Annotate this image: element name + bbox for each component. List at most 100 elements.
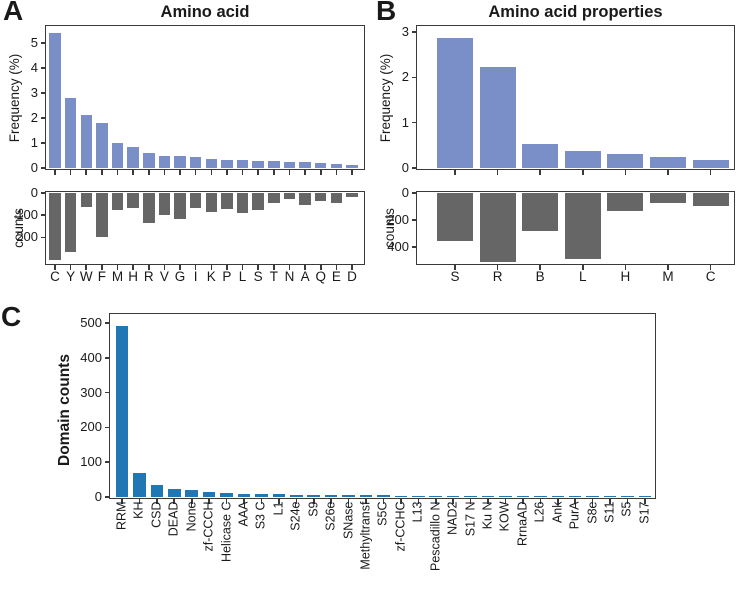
x-tick-M — [667, 264, 669, 270]
y-tick-label-0: 0 — [94, 489, 102, 504]
bar-Q — [314, 162, 327, 168]
x-tick-A — [304, 264, 306, 270]
xtick-label-Ku N: Ku N — [480, 501, 495, 530]
x-tick-V — [163, 264, 166, 270]
xtick-label-D: D — [347, 269, 357, 284]
xtick-label-Pescadillo N: Pescadillo N — [428, 501, 443, 571]
x-tick-R — [496, 264, 499, 270]
bar-K — [205, 159, 218, 168]
bar-RRM — [115, 326, 129, 497]
y-tick-label-0: 0 — [30, 160, 38, 175]
bar-W — [80, 193, 92, 207]
x-tick-C — [54, 264, 56, 270]
xtick-label-KH: KH — [131, 501, 146, 519]
xtick-label-NAD2: NAD2 — [445, 501, 460, 535]
x-tick-S — [257, 169, 259, 175]
x-tick-S11 — [609, 498, 611, 504]
x-tick-H — [132, 169, 134, 175]
x-tick-S17 N — [469, 498, 472, 504]
bar-Y — [64, 193, 77, 252]
bar-C — [49, 33, 61, 168]
y-tick-label-2: 2 — [30, 110, 38, 125]
y-tick-label-0: 0 — [30, 185, 38, 200]
bar-NAD2 — [446, 495, 460, 497]
x-tick-M — [116, 264, 119, 270]
xtick-label-I: I — [193, 269, 198, 284]
bar-G — [174, 156, 186, 168]
x-tick-C — [54, 169, 56, 175]
y-tick-label-4: 4 — [30, 60, 38, 75]
xtick-label-S3 C: S3 C — [253, 501, 268, 530]
y-tick-label-400: 400 — [387, 238, 409, 254]
xtick-label-S: S — [450, 269, 460, 284]
x-tick-C — [709, 169, 712, 175]
xtick-label-B: B — [535, 269, 545, 284]
y-tick-100 — [104, 461, 110, 463]
xtick-label-AAA: AAA — [236, 501, 251, 527]
x-tick-N — [288, 264, 291, 270]
xtick-label-zf-CCCH: zf-CCCH — [201, 501, 216, 552]
bar-zf-CCHC — [394, 495, 408, 497]
bar-C — [692, 193, 729, 206]
x-tick-Pescadillo N — [434, 498, 437, 504]
x-tick-S3 C — [260, 498, 263, 504]
panel-a-label: A — [3, 0, 24, 26]
bar-Y — [64, 98, 77, 168]
plot-frame-a_freq — [45, 25, 365, 170]
y-tick-200 — [104, 426, 110, 429]
x-tick-S — [454, 264, 456, 270]
x-tick-F — [101, 169, 103, 175]
panel-c-label: C — [1, 301, 22, 332]
bar-KOW — [499, 495, 512, 497]
xtick-label-M: M — [662, 269, 674, 284]
y-tick-label-1: 1 — [30, 135, 38, 150]
xtick-label-S17: S17 — [637, 501, 652, 524]
x-tick-W — [85, 169, 88, 175]
xtick-label-L: L — [579, 269, 587, 284]
xtick-label-E: E — [331, 269, 341, 284]
y-tick-3 — [40, 92, 46, 94]
bar-SNase — [342, 494, 355, 497]
x-tick-M — [116, 169, 119, 175]
bar-M — [111, 143, 124, 168]
bar-L — [236, 160, 249, 168]
xtick-label-F: F — [97, 269, 106, 284]
xtick-label-DEAD: DEAD — [166, 501, 181, 537]
x-tick-Methyltransf — [365, 498, 367, 504]
bar-Pescadillo N — [429, 495, 442, 497]
y-tick-label-100: 100 — [16, 207, 38, 223]
x-tick-L — [582, 169, 584, 175]
x-tick-S5 — [626, 498, 629, 504]
y-tick-label-200: 200 — [387, 211, 409, 227]
xtick-label-RRM: RRM — [114, 501, 129, 530]
x-tick-L26 — [539, 498, 542, 504]
x-tick-Y — [69, 264, 72, 270]
xtick-label-zf-CCHC: zf-CCHC — [393, 501, 408, 552]
x-tick-H — [624, 169, 627, 175]
x-tick-SNase — [347, 498, 350, 504]
bar-Ku N — [481, 495, 495, 497]
y-tick-0 — [40, 192, 46, 194]
panel-b-counts-chart: S R B L H M C 0 200 400 — [387, 186, 735, 284]
bar-AAA — [237, 493, 251, 497]
bar-S11 — [603, 495, 617, 497]
x-tick-L1 — [278, 498, 280, 504]
xtick-label-S9: S9 — [306, 501, 321, 517]
bar-W — [80, 115, 92, 168]
bar-S17 — [638, 495, 652, 497]
y-tick-2 — [411, 76, 417, 79]
xtick-label-S17 N: S17 N — [463, 501, 478, 537]
x-tick-D — [351, 169, 353, 175]
bar-C — [49, 193, 61, 260]
xtick-label-R: R — [492, 269, 503, 284]
x-tick-Q — [319, 264, 322, 270]
bar-P — [221, 193, 233, 209]
bar-RrnaAD — [516, 495, 530, 497]
bar-S — [252, 193, 264, 211]
bar-V — [158, 193, 171, 215]
bar-S5 — [621, 495, 634, 497]
y-tick-label-400: 400 — [80, 349, 102, 365]
x-tick-S17 — [644, 498, 646, 504]
bar-T — [268, 161, 280, 168]
y-tick-label-100: 100 — [80, 454, 102, 470]
